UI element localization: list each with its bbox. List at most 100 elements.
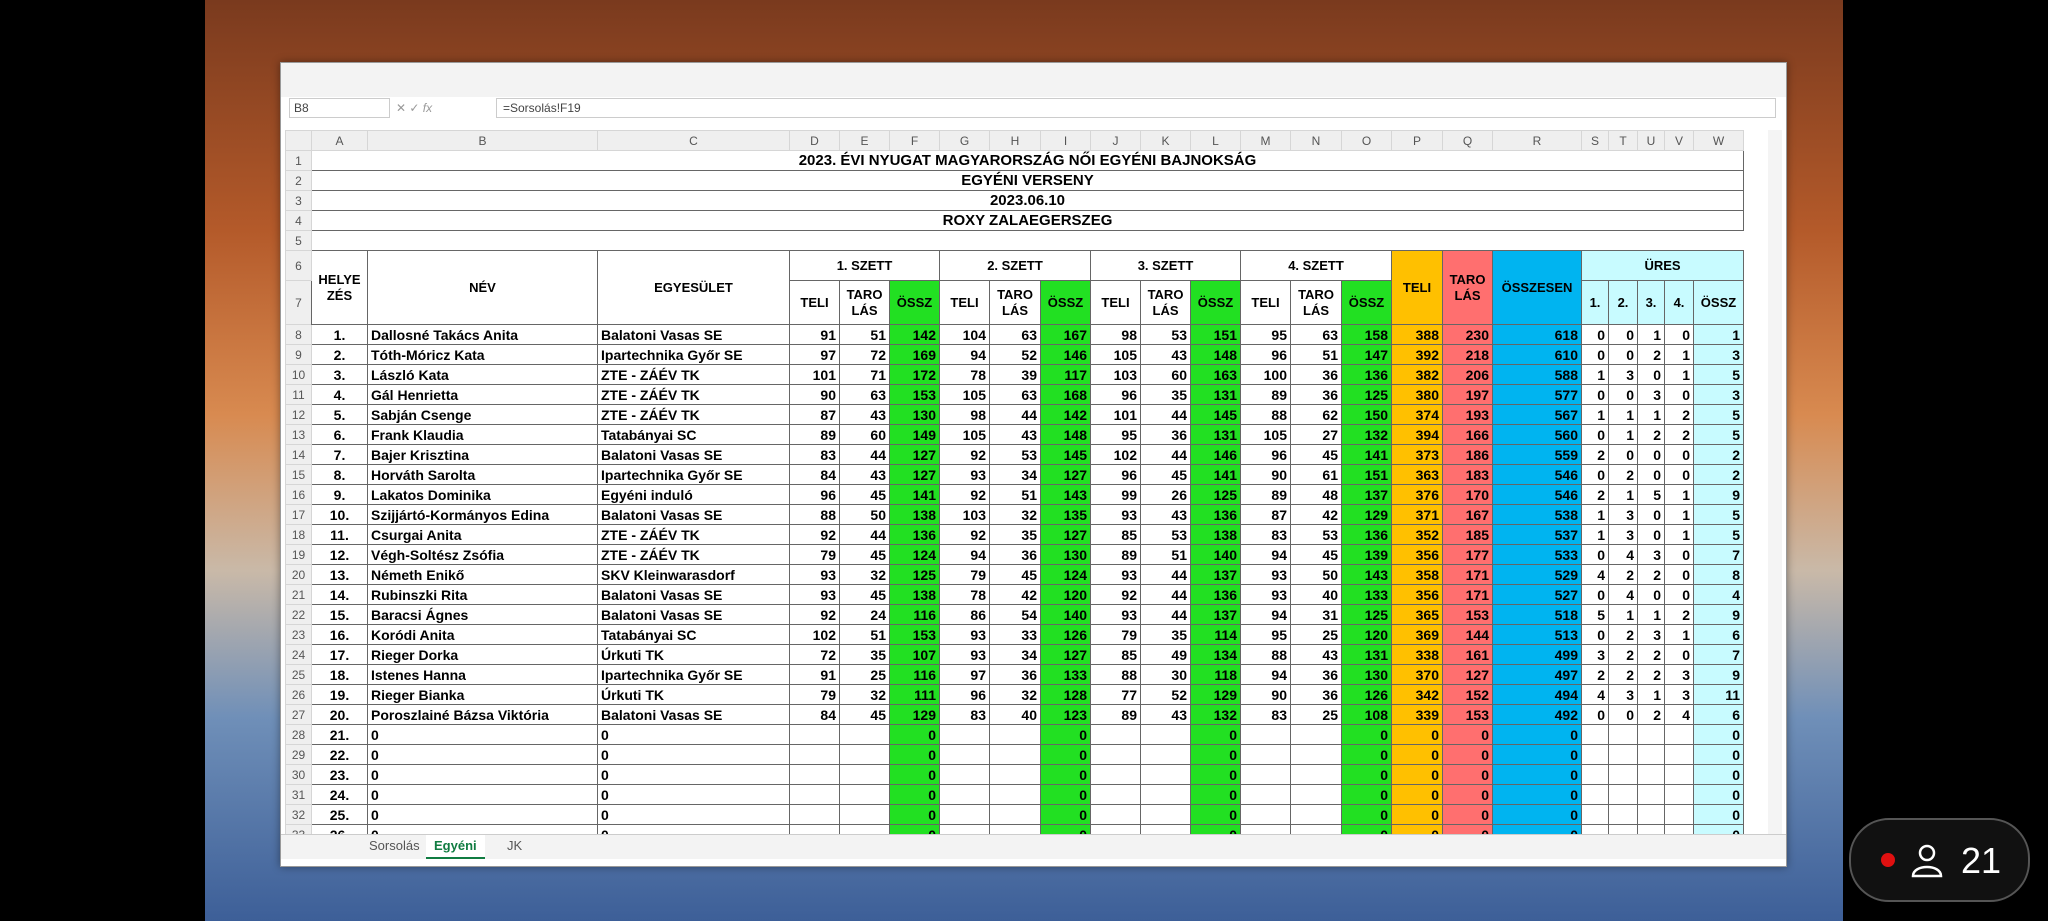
cell[interactable]: 120	[1040, 584, 1091, 605]
cell[interactable]: Balatoni Vasas SE	[597, 504, 790, 525]
cell[interactable]: 1	[1608, 484, 1638, 505]
cell[interactable]: 63	[839, 384, 890, 405]
cell[interactable]: 167	[1442, 504, 1493, 525]
cell[interactable]: 7.	[311, 444, 368, 465]
cell[interactable]: 0	[889, 804, 940, 825]
cell[interactable]: 12.	[311, 544, 368, 565]
cell[interactable]: Németh Enikő	[367, 564, 598, 585]
cell[interactable]: 93	[1240, 564, 1291, 585]
cell[interactable]	[1608, 784, 1638, 805]
cell[interactable]	[1664, 744, 1694, 765]
cell[interactable]: 35	[839, 644, 890, 665]
cell[interactable]: 53	[1140, 324, 1191, 345]
cell[interactable]: 0	[1341, 804, 1392, 825]
cell[interactable]: 151	[1190, 324, 1241, 345]
cell[interactable]: 0	[1581, 384, 1609, 405]
cell[interactable]: 84	[789, 704, 840, 725]
cell[interactable]: 127	[889, 464, 940, 485]
cell[interactable]: Úrkuti TK	[597, 644, 790, 665]
cell[interactable]	[1140, 724, 1191, 745]
cell[interactable]: 3	[1581, 644, 1609, 665]
cell[interactable]: 45	[839, 544, 890, 565]
cell[interactable]: 43	[1290, 644, 1342, 665]
cell[interactable]: 151	[1341, 464, 1392, 485]
cell[interactable]: 93	[939, 644, 990, 665]
cell[interactable]: 118	[1190, 664, 1241, 685]
cell[interactable]: 127	[1442, 664, 1493, 685]
cell[interactable]: 89	[1090, 704, 1141, 725]
cell[interactable]: 1	[1581, 404, 1609, 425]
cell[interactable]: 3	[1693, 384, 1744, 405]
cell[interactable]: 139	[1341, 544, 1392, 565]
cell[interactable]: 0	[1492, 744, 1582, 765]
cell[interactable]: 128	[1040, 684, 1091, 705]
cell[interactable]: 61	[1290, 464, 1342, 485]
cell[interactable]: ZTE - ZÁÉV TK	[597, 404, 790, 425]
cell[interactable]: 3	[1608, 524, 1638, 545]
cell[interactable]: 145	[1040, 444, 1091, 465]
cell[interactable]	[1608, 764, 1638, 785]
cell[interactable]: 0	[1442, 784, 1493, 805]
cell[interactable]: 95	[1240, 324, 1291, 345]
cell[interactable]: Balatoni Vasas SE	[597, 604, 790, 625]
cell[interactable]: Úrkuti TK	[597, 684, 790, 705]
cell[interactable]: Rubinszki Rita	[367, 584, 598, 605]
cell[interactable]: 172	[889, 364, 940, 385]
cell[interactable]: 4	[1664, 704, 1694, 725]
cell[interactable]: 25	[1290, 624, 1342, 645]
cell[interactable]: 45	[839, 484, 890, 505]
cell[interactable]: 0	[597, 784, 790, 805]
cell[interactable]: 25.	[311, 804, 368, 825]
cell[interactable]: 153	[1442, 604, 1493, 625]
cell[interactable]: 93	[1090, 604, 1141, 625]
cell[interactable]: 0	[1581, 424, 1609, 445]
cell[interactable]: 79	[1090, 624, 1141, 645]
cell[interactable]: 3	[1637, 384, 1665, 405]
cell[interactable]	[989, 804, 1041, 825]
cell[interactable]: 1	[1664, 624, 1694, 645]
cell[interactable]	[789, 744, 840, 765]
cell[interactable]	[1290, 764, 1342, 785]
cell[interactable]: 2	[1693, 444, 1744, 465]
cell[interactable]: Balatoni Vasas SE	[597, 324, 790, 345]
cell[interactable]	[789, 764, 840, 785]
cell[interactable]: 44	[1140, 404, 1191, 425]
cell[interactable]: 125	[1341, 384, 1392, 405]
cell[interactable]: 126	[1040, 624, 1091, 645]
cell[interactable]: 0	[1040, 744, 1091, 765]
cell[interactable]: 546	[1492, 484, 1582, 505]
cell[interactable]	[989, 724, 1041, 745]
cell[interactable]: 88	[1090, 664, 1141, 685]
cell[interactable]: 32	[839, 564, 890, 585]
cell[interactable]: 36	[1290, 384, 1342, 405]
cell[interactable]: 171	[1442, 564, 1493, 585]
cell[interactable]: 0	[1664, 644, 1694, 665]
cell[interactable]: 356	[1391, 584, 1443, 605]
cell[interactable]: 133	[1040, 664, 1091, 685]
cell[interactable]: László Kata	[367, 364, 598, 385]
cell[interactable]: 127	[1040, 464, 1091, 485]
cell[interactable]: 2	[1664, 424, 1694, 445]
cell[interactable]: 0	[1040, 784, 1091, 805]
cell[interactable]: 193	[1442, 404, 1493, 425]
cell[interactable]: 94	[1240, 544, 1291, 565]
cell[interactable]: 13.	[311, 564, 368, 585]
cell[interactable]: 94	[1240, 604, 1291, 625]
cell[interactable]: 127	[889, 444, 940, 465]
cell[interactable]: Tatabányai SC	[597, 624, 790, 645]
cell[interactable]: 34	[989, 464, 1041, 485]
cell[interactable]: 618	[1492, 324, 1582, 345]
cell[interactable]: 51	[1290, 344, 1342, 365]
cell[interactable]: 50	[1290, 564, 1342, 585]
cell[interactable]: 146	[1040, 344, 1091, 365]
cell[interactable]: 2	[1637, 644, 1665, 665]
cell[interactable]: 3	[1637, 624, 1665, 645]
cell[interactable]: Végh-Soltész Zsófia	[367, 544, 598, 565]
cell[interactable]: 1	[1608, 604, 1638, 625]
cell[interactable]: 0	[1664, 464, 1694, 485]
cell[interactable]: 3	[1693, 344, 1744, 365]
cell[interactable]: 0	[367, 744, 598, 765]
cell[interactable]: 0	[1442, 724, 1493, 745]
cell[interactable]	[1290, 724, 1342, 745]
cell[interactable]	[1140, 804, 1191, 825]
